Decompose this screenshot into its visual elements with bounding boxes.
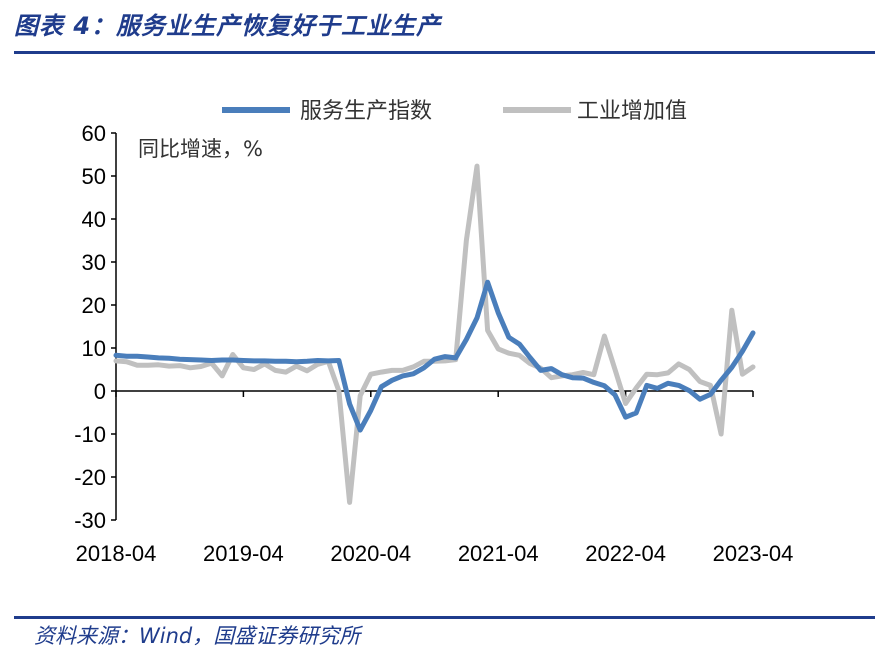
y-tick-label: 10 xyxy=(82,336,106,361)
source-note: 资料来源：Wind，国盛证券研究所 xyxy=(34,624,361,648)
chart-title: 图表 4：服务业生产恢复好于工业生产 xyxy=(14,12,442,40)
series-line-industry xyxy=(113,163,756,505)
x-tick-label: 2018-04 xyxy=(76,541,157,566)
y-tick-label: 40 xyxy=(82,207,106,232)
legend-label: 工业增加值 xyxy=(577,99,687,124)
header-rule xyxy=(14,51,875,54)
chart-axes: -30 -20 -10 0 10 20 30 40 50 60 2018-04 2019-04 2020… xyxy=(74,121,793,566)
chart-series xyxy=(113,163,756,505)
x-tick-label: 2023-04 xyxy=(713,541,794,566)
y-unit-label: 同比增速，% xyxy=(138,137,263,161)
y-tick-label: -20 xyxy=(74,465,106,490)
footer-rule xyxy=(14,616,875,619)
x-tick-label: 2022-04 xyxy=(585,541,666,566)
y-tick-label: 20 xyxy=(82,293,106,318)
series-line-services xyxy=(113,279,756,433)
x-tick-label: 2019-04 xyxy=(203,541,284,566)
y-tick-label: 60 xyxy=(82,121,106,146)
y-tick-label: 50 xyxy=(82,164,106,189)
y-tick-label: 30 xyxy=(82,250,106,275)
y-tick-label: -10 xyxy=(74,422,106,447)
chart-legend: 服务生产指数 工业增加值 xyxy=(222,99,687,124)
y-tick-label: 0 xyxy=(94,379,106,404)
y-tick-label: -30 xyxy=(74,508,106,533)
x-tick-label: 2021-04 xyxy=(458,541,539,566)
x-tick-label: 2020-04 xyxy=(330,541,411,566)
legend-label: 服务生产指数 xyxy=(300,99,432,124)
